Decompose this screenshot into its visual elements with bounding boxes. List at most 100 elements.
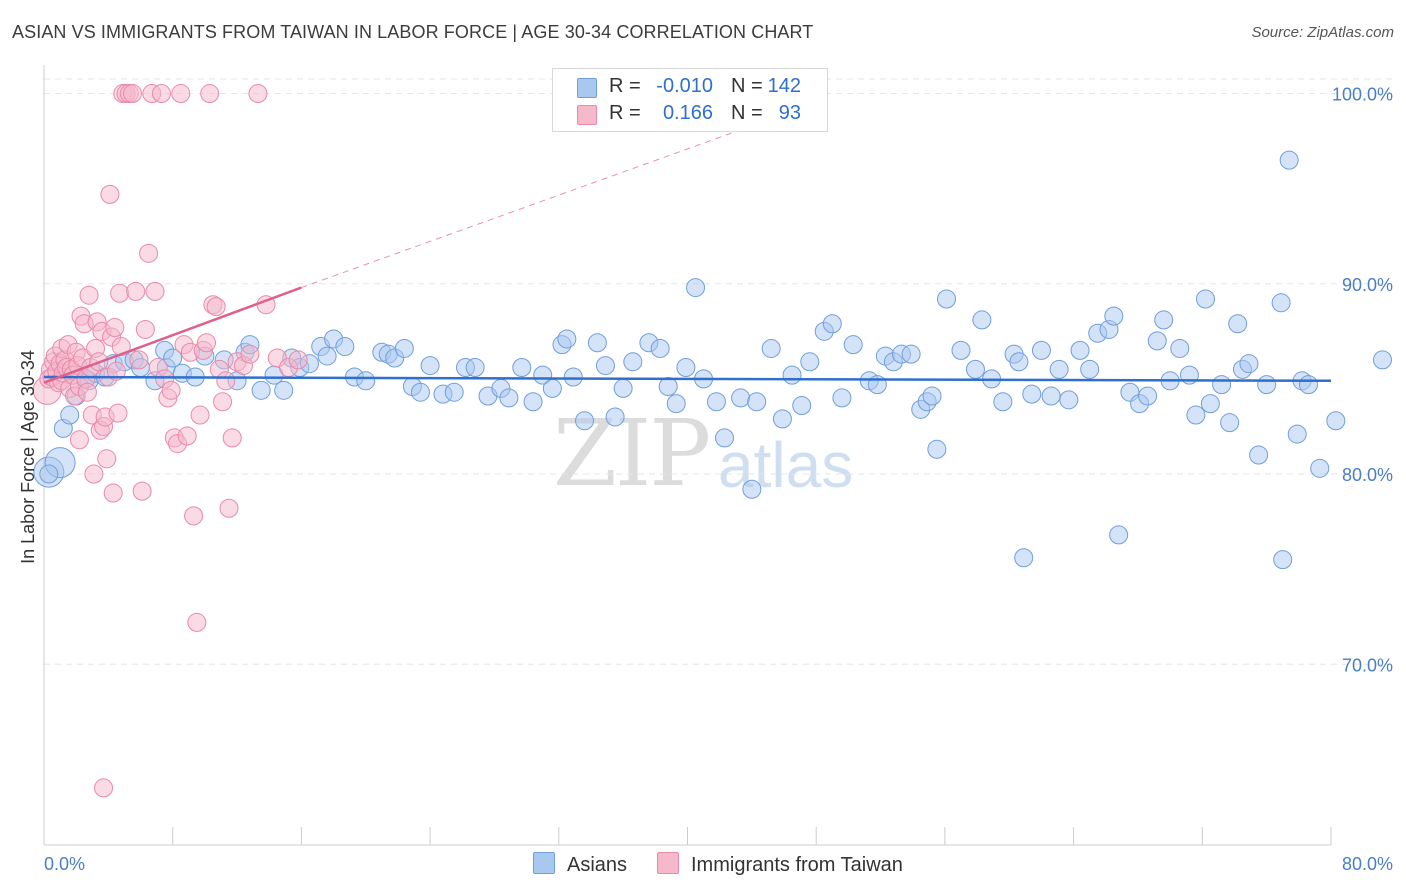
asian-point (605, 407, 625, 427)
taiwan-point (84, 464, 104, 484)
asian-point (1059, 390, 1079, 410)
asian-point (1170, 338, 1190, 358)
bottom-legend-taiwan[interactable]: Immigrants from Taiwan (657, 852, 903, 877)
asian-point (251, 380, 271, 400)
asian-point (742, 479, 762, 499)
taiwan-point (288, 350, 308, 370)
taiwan-legend-swatch (657, 852, 679, 874)
asian-point (1104, 306, 1124, 326)
asian-point (706, 392, 726, 412)
asian-point (731, 388, 751, 408)
asian-point (666, 394, 686, 414)
asian-point (1022, 384, 1042, 404)
asian-swatch (577, 78, 597, 98)
taiwan-point (108, 403, 128, 423)
asian-point (1200, 394, 1220, 414)
asian-points (33, 150, 1392, 570)
taiwan-point (177, 426, 197, 446)
asian-point (715, 428, 735, 448)
asian-point (575, 411, 595, 431)
taiwan-point (100, 184, 120, 204)
asian-point (542, 378, 562, 398)
taiwan-swatch (577, 105, 597, 125)
asian-point (1212, 375, 1232, 395)
taiwan-point (213, 392, 233, 412)
asian-point (1147, 331, 1167, 351)
asian-point (394, 338, 414, 358)
asian-point (1257, 375, 1277, 395)
asian-point (317, 346, 337, 366)
asian-point (512, 357, 532, 377)
taiwan-point (196, 333, 216, 353)
taiwan-point (77, 382, 97, 402)
taiwan-point (151, 84, 171, 104)
asian-point (761, 338, 781, 358)
asian-point (39, 464, 59, 484)
taiwan-point (171, 84, 191, 104)
asian-point (922, 386, 942, 406)
taiwan-point (200, 84, 220, 104)
asian-point (1249, 445, 1269, 465)
asian-point (822, 314, 842, 334)
asian-point (965, 359, 985, 379)
legend-n-label: N = (731, 75, 763, 97)
source-label: Source: ZipAtlas.com (1251, 24, 1394, 41)
asian-point (523, 392, 543, 412)
asian-legend-label: Asians (567, 854, 628, 876)
asian-point (1239, 354, 1259, 374)
asian-point (420, 356, 440, 376)
y-tick-label: 70.0% (1342, 655, 1393, 675)
asian-point (800, 352, 820, 372)
taiwan-legend-label: Immigrants from Taiwan (691, 854, 903, 876)
asian-point (1041, 386, 1061, 406)
asian-point (595, 356, 615, 376)
asian-point (1310, 458, 1330, 478)
taiwan-point (135, 319, 155, 339)
asian-point (465, 357, 485, 377)
bottom-legend-asians[interactable]: Asians (533, 852, 627, 877)
asian-point (1109, 525, 1129, 545)
taiwan-point (145, 281, 165, 301)
y-tick-label: 80.0% (1342, 465, 1393, 485)
asian-point (843, 335, 863, 355)
asian-point (410, 382, 430, 402)
asian-point (901, 344, 921, 364)
asian-point (1154, 310, 1174, 330)
taiwan-point (126, 281, 146, 301)
legend-n-label: N = (731, 102, 763, 124)
taiwan-point (79, 285, 99, 305)
asian-point (1080, 359, 1100, 379)
asian-point (1228, 314, 1248, 334)
taiwan-point (216, 371, 236, 391)
y-tick-label: 90.0% (1342, 275, 1393, 295)
asian-point (937, 289, 957, 309)
chart-title: ASIAN VS IMMIGRANTS FROM TAIWAN IN LABOR… (12, 22, 814, 42)
asian-point (993, 392, 1013, 412)
taiwan-point (139, 243, 159, 263)
x-tick-label-max: 80.0% (1342, 854, 1393, 874)
asian-point (587, 333, 607, 353)
asian-point (1279, 150, 1299, 170)
asian-point (1138, 386, 1158, 406)
taiwan-point (69, 430, 89, 450)
asian-point (658, 377, 678, 397)
asian-point (1271, 293, 1291, 313)
taiwan-point (222, 428, 242, 448)
asian-point (782, 365, 802, 385)
taiwan-point (111, 337, 131, 357)
taiwan-point (132, 481, 152, 501)
asian-point (1196, 289, 1216, 309)
asian-point (444, 382, 464, 402)
taiwan-point (110, 283, 130, 303)
taiwan-point (190, 405, 210, 425)
asian-point (1372, 350, 1392, 370)
asian-point (650, 338, 670, 358)
asian-point (557, 329, 577, 349)
taiwan-points (32, 84, 308, 798)
asian-point (613, 378, 633, 398)
taiwan-point (103, 483, 123, 503)
taiwan-trend-line (43, 286, 302, 384)
y-axis-label: In Labor Force | Age 30-34 (18, 350, 38, 564)
asian-point (1186, 405, 1206, 425)
taiwan-point (219, 498, 239, 518)
